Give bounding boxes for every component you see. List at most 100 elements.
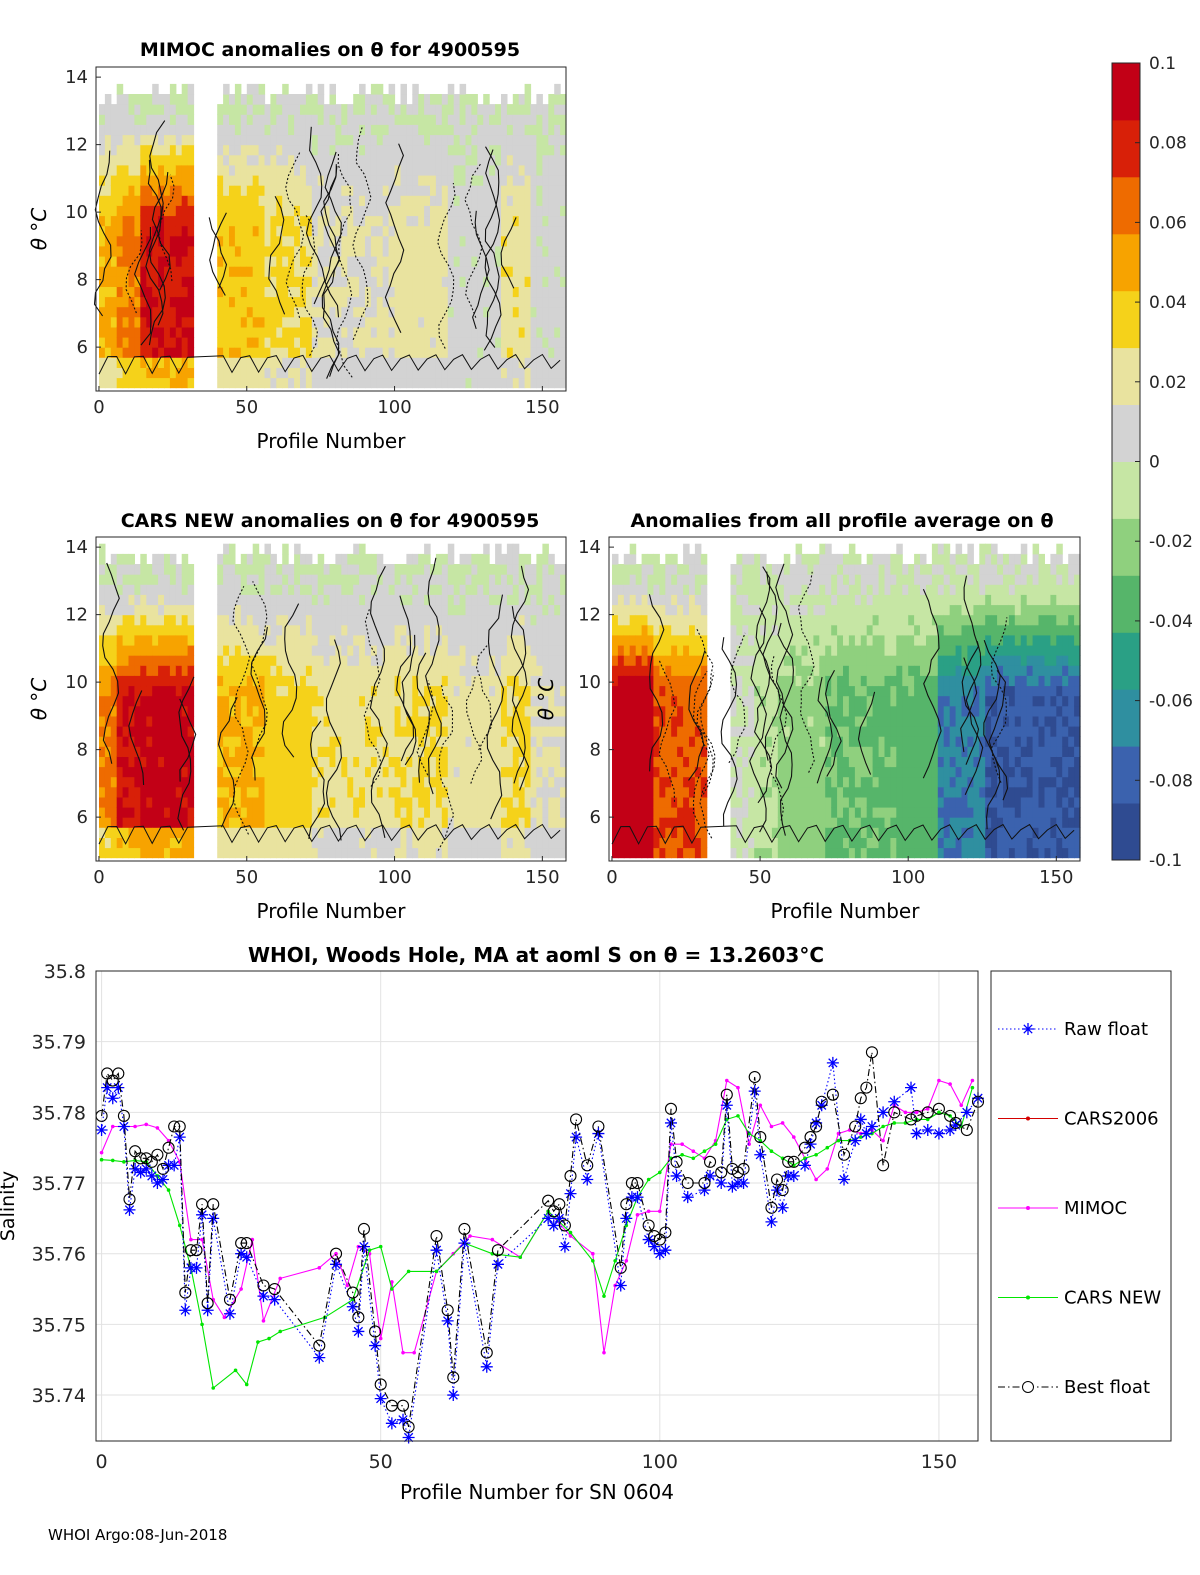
p2-cell: [465, 827, 472, 838]
p2-cell: [104, 705, 112, 717]
p1-cell: [169, 326, 177, 338]
p2-cell: [294, 645, 301, 656]
p1-cell: [300, 337, 307, 348]
p1-cell: [435, 256, 443, 267]
p1-cell: [217, 154, 224, 166]
p1-cell: [335, 104, 342, 115]
p2-cell: [501, 837, 508, 849]
p2-cell: [169, 564, 177, 575]
p1-cell: [187, 185, 195, 196]
p2-cell: [158, 604, 165, 616]
p1-cell: [376, 235, 384, 247]
p1-cell: [164, 154, 171, 166]
p1-cell: [181, 124, 189, 136]
p3-cell: [677, 574, 684, 585]
p1-cell: [424, 377, 431, 389]
p2-cell: [270, 807, 277, 818]
p1-cell: [560, 175, 567, 186]
p1-cell: [435, 94, 443, 105]
p3-cell: [641, 695, 649, 707]
p1-cell: [323, 266, 331, 277]
p2-cell: [424, 594, 431, 606]
p1-cell: [122, 235, 130, 247]
p1-cell: [181, 83, 189, 95]
p3-cell: [641, 665, 649, 676]
p3-cell: [671, 847, 678, 859]
p2-cell: [264, 715, 271, 727]
p1-cell: [471, 377, 478, 389]
p2-cell: [465, 746, 472, 757]
p1-cell: [158, 185, 165, 196]
p1-cell: [122, 195, 130, 206]
p2-cell: [116, 796, 124, 808]
p1-cell: [388, 245, 396, 257]
p2-cell: [506, 624, 514, 636]
p1-cell: [128, 367, 135, 379]
p1-cell: [347, 225, 354, 237]
p1-cell: [370, 245, 378, 257]
p1-cell: [187, 134, 195, 146]
p2-cell: [234, 634, 242, 646]
p2-cell: [359, 564, 366, 575]
p2-cell: [110, 847, 118, 859]
p1-cell: [169, 276, 177, 287]
p1-cell: [347, 104, 354, 115]
p1-cell: [518, 245, 526, 257]
p2-cell: [406, 604, 413, 616]
p1-cell: [412, 205, 419, 217]
p2-cell: [518, 574, 526, 585]
p1-contour-line: [464, 163, 483, 318]
p1-cell: [104, 306, 112, 318]
p2-cell: [376, 553, 384, 565]
p1-cell: [465, 337, 472, 348]
p1-contour-line: [158, 174, 175, 282]
p2-cell: [229, 817, 236, 828]
p1-cell: [181, 175, 189, 186]
p2-cell: [282, 776, 289, 788]
p1-cell: [276, 245, 283, 257]
p2-cell: [501, 776, 508, 788]
p1-contour-line: [483, 149, 502, 351]
p1-cell: [110, 266, 118, 277]
p2-cell: [441, 594, 449, 606]
p3-cell: [635, 624, 643, 636]
p3-cell: [683, 695, 690, 707]
p2-cell: [370, 766, 378, 778]
p2-cell: [116, 766, 124, 778]
p2-cell: [406, 675, 413, 687]
p3-cell: [641, 726, 649, 737]
p1-cell: [459, 205, 467, 217]
p3-cell: [617, 634, 625, 646]
p1-cell: [359, 175, 366, 186]
p2-cell: [495, 634, 502, 646]
p2-cell: [110, 564, 118, 575]
p2-cell: [501, 736, 508, 747]
p2-cell: [365, 553, 372, 565]
p3-cell: [683, 604, 690, 616]
p2-cell: [305, 645, 313, 656]
p1-cell: [412, 256, 419, 267]
p2-cell: [300, 786, 307, 798]
p1-cell: [152, 225, 159, 237]
p1-cell: [382, 367, 390, 379]
p2-cell: [506, 543, 514, 555]
p1-cell: [400, 195, 407, 206]
p2-cell: [465, 817, 472, 828]
p2-cell: [288, 746, 295, 757]
p2-cell: [388, 736, 396, 747]
p1-cell: [524, 83, 532, 95]
p2-cell: [276, 665, 283, 676]
p1-cell: [134, 357, 141, 368]
p2-cell: [246, 655, 254, 666]
p2-cell: [270, 614, 277, 626]
p1-cell: [175, 175, 183, 186]
p3-cell: [641, 584, 649, 595]
p1-cell: [341, 276, 348, 287]
p2-cell: [347, 564, 354, 575]
p2-cell: [418, 564, 425, 575]
p1-cell: [459, 154, 467, 166]
p1-cell: [489, 114, 496, 125]
p3-cell: [623, 796, 631, 808]
p2-cell: [424, 543, 431, 555]
p2-cell: [323, 604, 331, 616]
